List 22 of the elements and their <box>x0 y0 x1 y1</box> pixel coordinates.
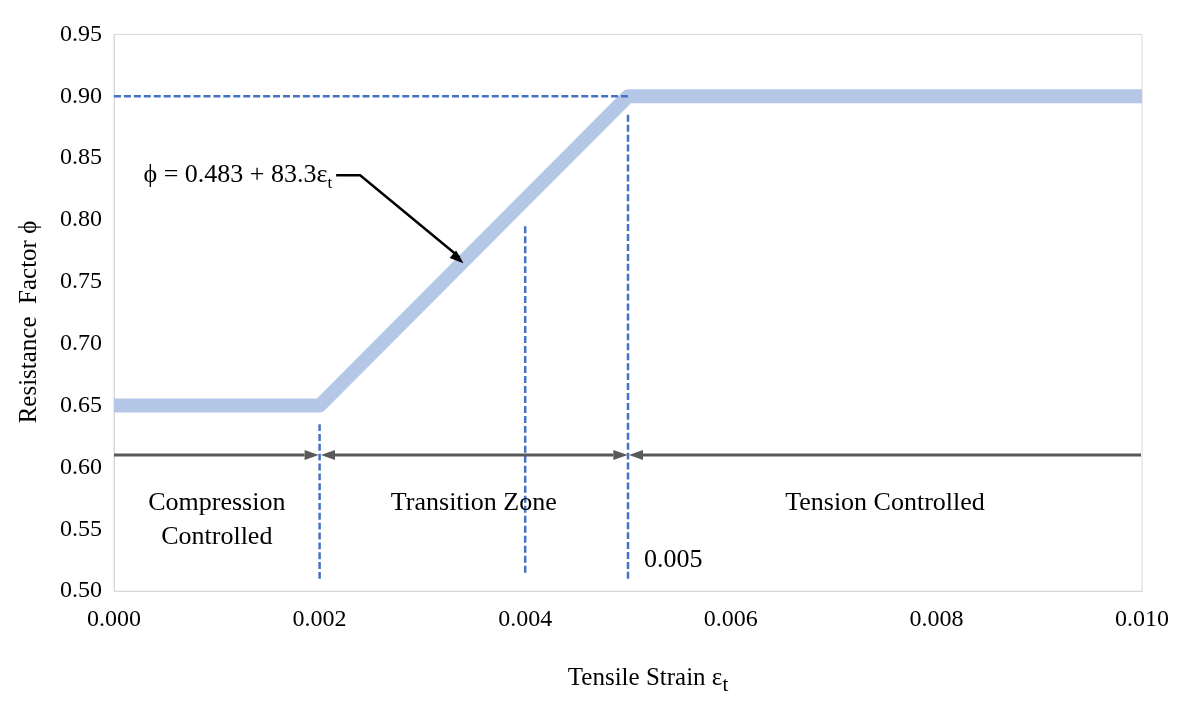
y-tick-label: 0.90 <box>60 81 102 108</box>
y-tick-label: 0.70 <box>60 329 102 356</box>
x-tick-label: 0.010 <box>1115 604 1169 631</box>
y-tick-label: 0.75 <box>60 267 102 294</box>
y-tick-label: 0.50 <box>60 576 102 603</box>
x-axis-title: Tensile Strain ε$_{t}$ <box>566 663 730 697</box>
y-axis-title: Resistance Factor ϕ <box>14 219 42 426</box>
y-tick-label: 0.55 <box>60 514 102 541</box>
y-tick-label: 0.95 <box>60 19 102 46</box>
y-tick-label: 0.80 <box>60 205 102 232</box>
y-tick-label: 0.85 <box>60 143 102 170</box>
x-tick-label: 0.000 <box>87 604 141 631</box>
annotation: Tension Controlled <box>785 486 985 516</box>
x-tick-label: 0.002 <box>292 604 347 631</box>
y-tick-label: 0.65 <box>60 390 102 417</box>
y-tick-label: 0.60 <box>60 452 102 479</box>
x-tick-label: 0.006 <box>703 604 758 631</box>
annotation: Compression Controlled <box>148 486 286 550</box>
x-tick-label: 0.008 <box>909 604 964 631</box>
annotation: 0.005 <box>644 544 703 574</box>
x-tick-label: 0.004 <box>498 604 553 631</box>
annotation: Transition Zone <box>390 486 557 516</box>
